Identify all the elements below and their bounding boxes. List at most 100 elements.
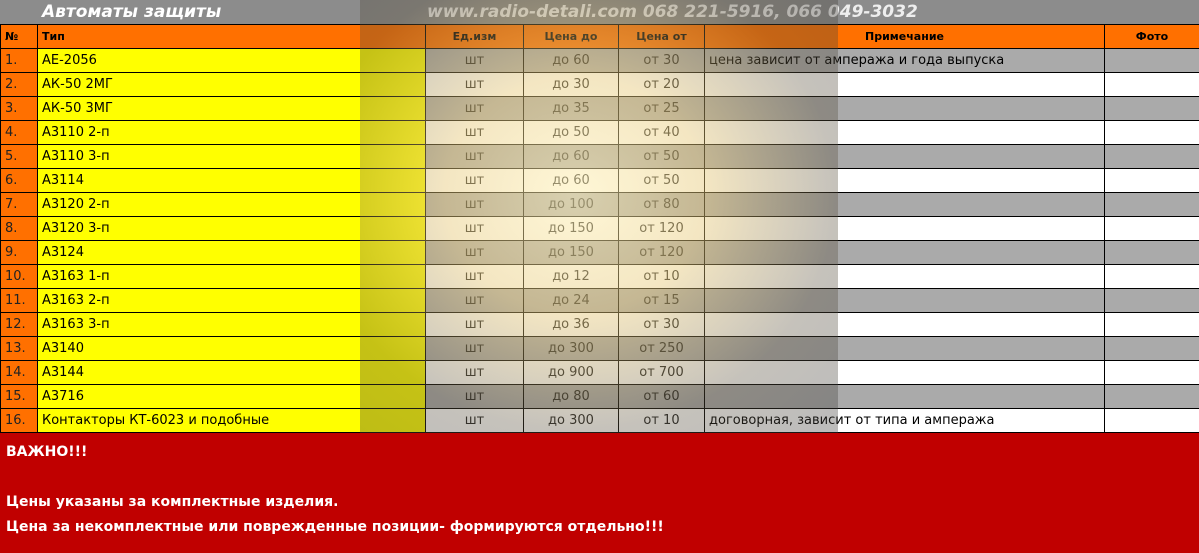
- cell-type: А3163 2-п: [37, 288, 426, 313]
- col-header-price-min: Цена от: [618, 24, 705, 49]
- cell-price-max: до 30: [523, 72, 619, 97]
- cell-photo: [1104, 288, 1199, 313]
- cell-note: [704, 264, 1105, 289]
- cell-price-min: от 25: [618, 96, 705, 121]
- cell-type: АК-50 3МГ: [37, 96, 426, 121]
- cell-type: А3124: [37, 240, 426, 265]
- cell-number: 3.: [0, 96, 38, 121]
- cell-unit: шт: [425, 384, 524, 409]
- cell-note: [704, 336, 1105, 361]
- table-row: 16. Контакторы КТ-6023 и подобные шт до 300…: [0, 408, 1199, 433]
- cell-photo: [1104, 192, 1199, 217]
- cell-price-max: до 36: [523, 312, 619, 337]
- cell-photo: [1104, 312, 1199, 337]
- cell-price-max: до 60: [523, 144, 619, 169]
- cell-price-min: от 40: [618, 120, 705, 145]
- cell-price-min: от 80: [618, 192, 705, 217]
- cell-photo: [1104, 72, 1199, 97]
- cell-note: [704, 240, 1105, 265]
- cell-number: 1.: [0, 48, 38, 73]
- cell-type: А3110 2-п: [37, 120, 426, 145]
- cell-number: 12.: [0, 312, 38, 337]
- cell-number: 8.: [0, 216, 38, 241]
- col-header-unit: Ед.изм: [425, 24, 524, 49]
- cell-photo: [1104, 96, 1199, 121]
- cell-price-max: до 60: [523, 168, 619, 193]
- cell-price-max: до 300: [523, 336, 619, 361]
- cell-type: А3110 3-п: [37, 144, 426, 169]
- cell-price-max: до 12: [523, 264, 619, 289]
- cell-note: [704, 216, 1105, 241]
- cell-number: 13.: [0, 336, 38, 361]
- cell-photo: [1104, 216, 1199, 241]
- table-row: 6. А3114 шт до 60 от 50: [0, 168, 1199, 193]
- cell-number: 7.: [0, 192, 38, 217]
- cell-price-min: от 120: [618, 216, 705, 241]
- cell-price-min: от 50: [618, 168, 705, 193]
- cell-unit: шт: [425, 48, 524, 73]
- cell-price-min: от 30: [618, 48, 705, 73]
- cell-type: АК-50 2МГ: [37, 72, 426, 97]
- cell-type: А3163 3-п: [37, 312, 426, 337]
- table-row: 7. А3120 2-п шт до 100 от 80: [0, 192, 1199, 217]
- cell-price-max: до 300: [523, 408, 619, 433]
- cell-note: [704, 288, 1105, 313]
- cell-number: 5.: [0, 144, 38, 169]
- cell-photo: [1104, 360, 1199, 385]
- cell-price-max: до 50: [523, 120, 619, 145]
- col-header-number: №: [0, 24, 38, 49]
- notice-line-1: Цены указаны за комплектные изделия.: [6, 494, 339, 510]
- cell-type: А3114: [37, 168, 426, 193]
- cell-type: А3144: [37, 360, 426, 385]
- notice-line-2: Цена за некомплектные или поврежденные п…: [6, 519, 664, 535]
- cell-price-max: до 150: [523, 240, 619, 265]
- table-row: 9. А3124 шт до 150 от 120: [0, 240, 1199, 265]
- cell-price-min: от 700: [618, 360, 705, 385]
- cell-unit: шт: [425, 312, 524, 337]
- cell-unit: шт: [425, 96, 524, 121]
- cell-photo: [1104, 264, 1199, 289]
- notice-heading: ВАЖНО!!!: [6, 444, 88, 460]
- table-row: 3. АК-50 3МГ шт до 35 от 25: [0, 96, 1199, 121]
- cell-unit: шт: [425, 120, 524, 145]
- col-header-note: Примечание: [704, 24, 1105, 49]
- cell-unit: шт: [425, 336, 524, 361]
- cell-note: [704, 312, 1105, 337]
- table-header-row: № Тип Ед.изм Цена до Цена от Примечание …: [0, 24, 1199, 49]
- cell-number: 4.: [0, 120, 38, 145]
- cell-type: Контакторы КТ-6023 и подобные: [37, 408, 426, 433]
- table-row: 12. А3163 3-п шт до 36 от 30: [0, 312, 1199, 337]
- table-row: 13. А3140 шт до 300 от 250: [0, 336, 1199, 361]
- cell-note: договорная, зависит от типа и ампеража: [704, 408, 1105, 433]
- cell-note: [704, 72, 1105, 97]
- cell-unit: шт: [425, 264, 524, 289]
- cell-unit: шт: [425, 168, 524, 193]
- cell-number: 11.: [0, 288, 38, 313]
- cell-price-min: от 60: [618, 384, 705, 409]
- cell-number: 2.: [0, 72, 38, 97]
- cell-type: А3716: [37, 384, 426, 409]
- cell-photo: [1104, 168, 1199, 193]
- cell-note: [704, 168, 1105, 193]
- col-header-price-max: Цена до: [523, 24, 619, 49]
- cell-photo: [1104, 336, 1199, 361]
- cell-price-max: до 900: [523, 360, 619, 385]
- table-row: 4. А3110 2-п шт до 50 от 40: [0, 120, 1199, 145]
- cell-price-min: от 250: [618, 336, 705, 361]
- col-header-photo: Фото: [1104, 24, 1199, 49]
- table-row: 11. А3163 2-п шт до 24 от 15: [0, 288, 1199, 313]
- price-table: № Тип Ед.изм Цена до Цена от Примечание …: [0, 24, 1199, 433]
- cell-type: А3163 1-п: [37, 264, 426, 289]
- cell-unit: шт: [425, 192, 524, 217]
- col-header-type: Тип: [37, 24, 426, 49]
- cell-price-max: до 100: [523, 192, 619, 217]
- table-row: 1. АЕ-2056 шт до 60 от 30 цена зависит от амп…: [0, 48, 1199, 73]
- cell-price-max: до 24: [523, 288, 619, 313]
- cell-price-min: от 10: [618, 264, 705, 289]
- cell-unit: шт: [425, 360, 524, 385]
- cell-unit: шт: [425, 216, 524, 241]
- cell-photo: [1104, 240, 1199, 265]
- notice-block: ВАЖНО!!! Цены указаны за комплектные изд…: [6, 440, 664, 540]
- table-row: 10. А3163 1-п шт до 12 от 10: [0, 264, 1199, 289]
- table-row: 8. А3120 3-п шт до 150 от 120: [0, 216, 1199, 241]
